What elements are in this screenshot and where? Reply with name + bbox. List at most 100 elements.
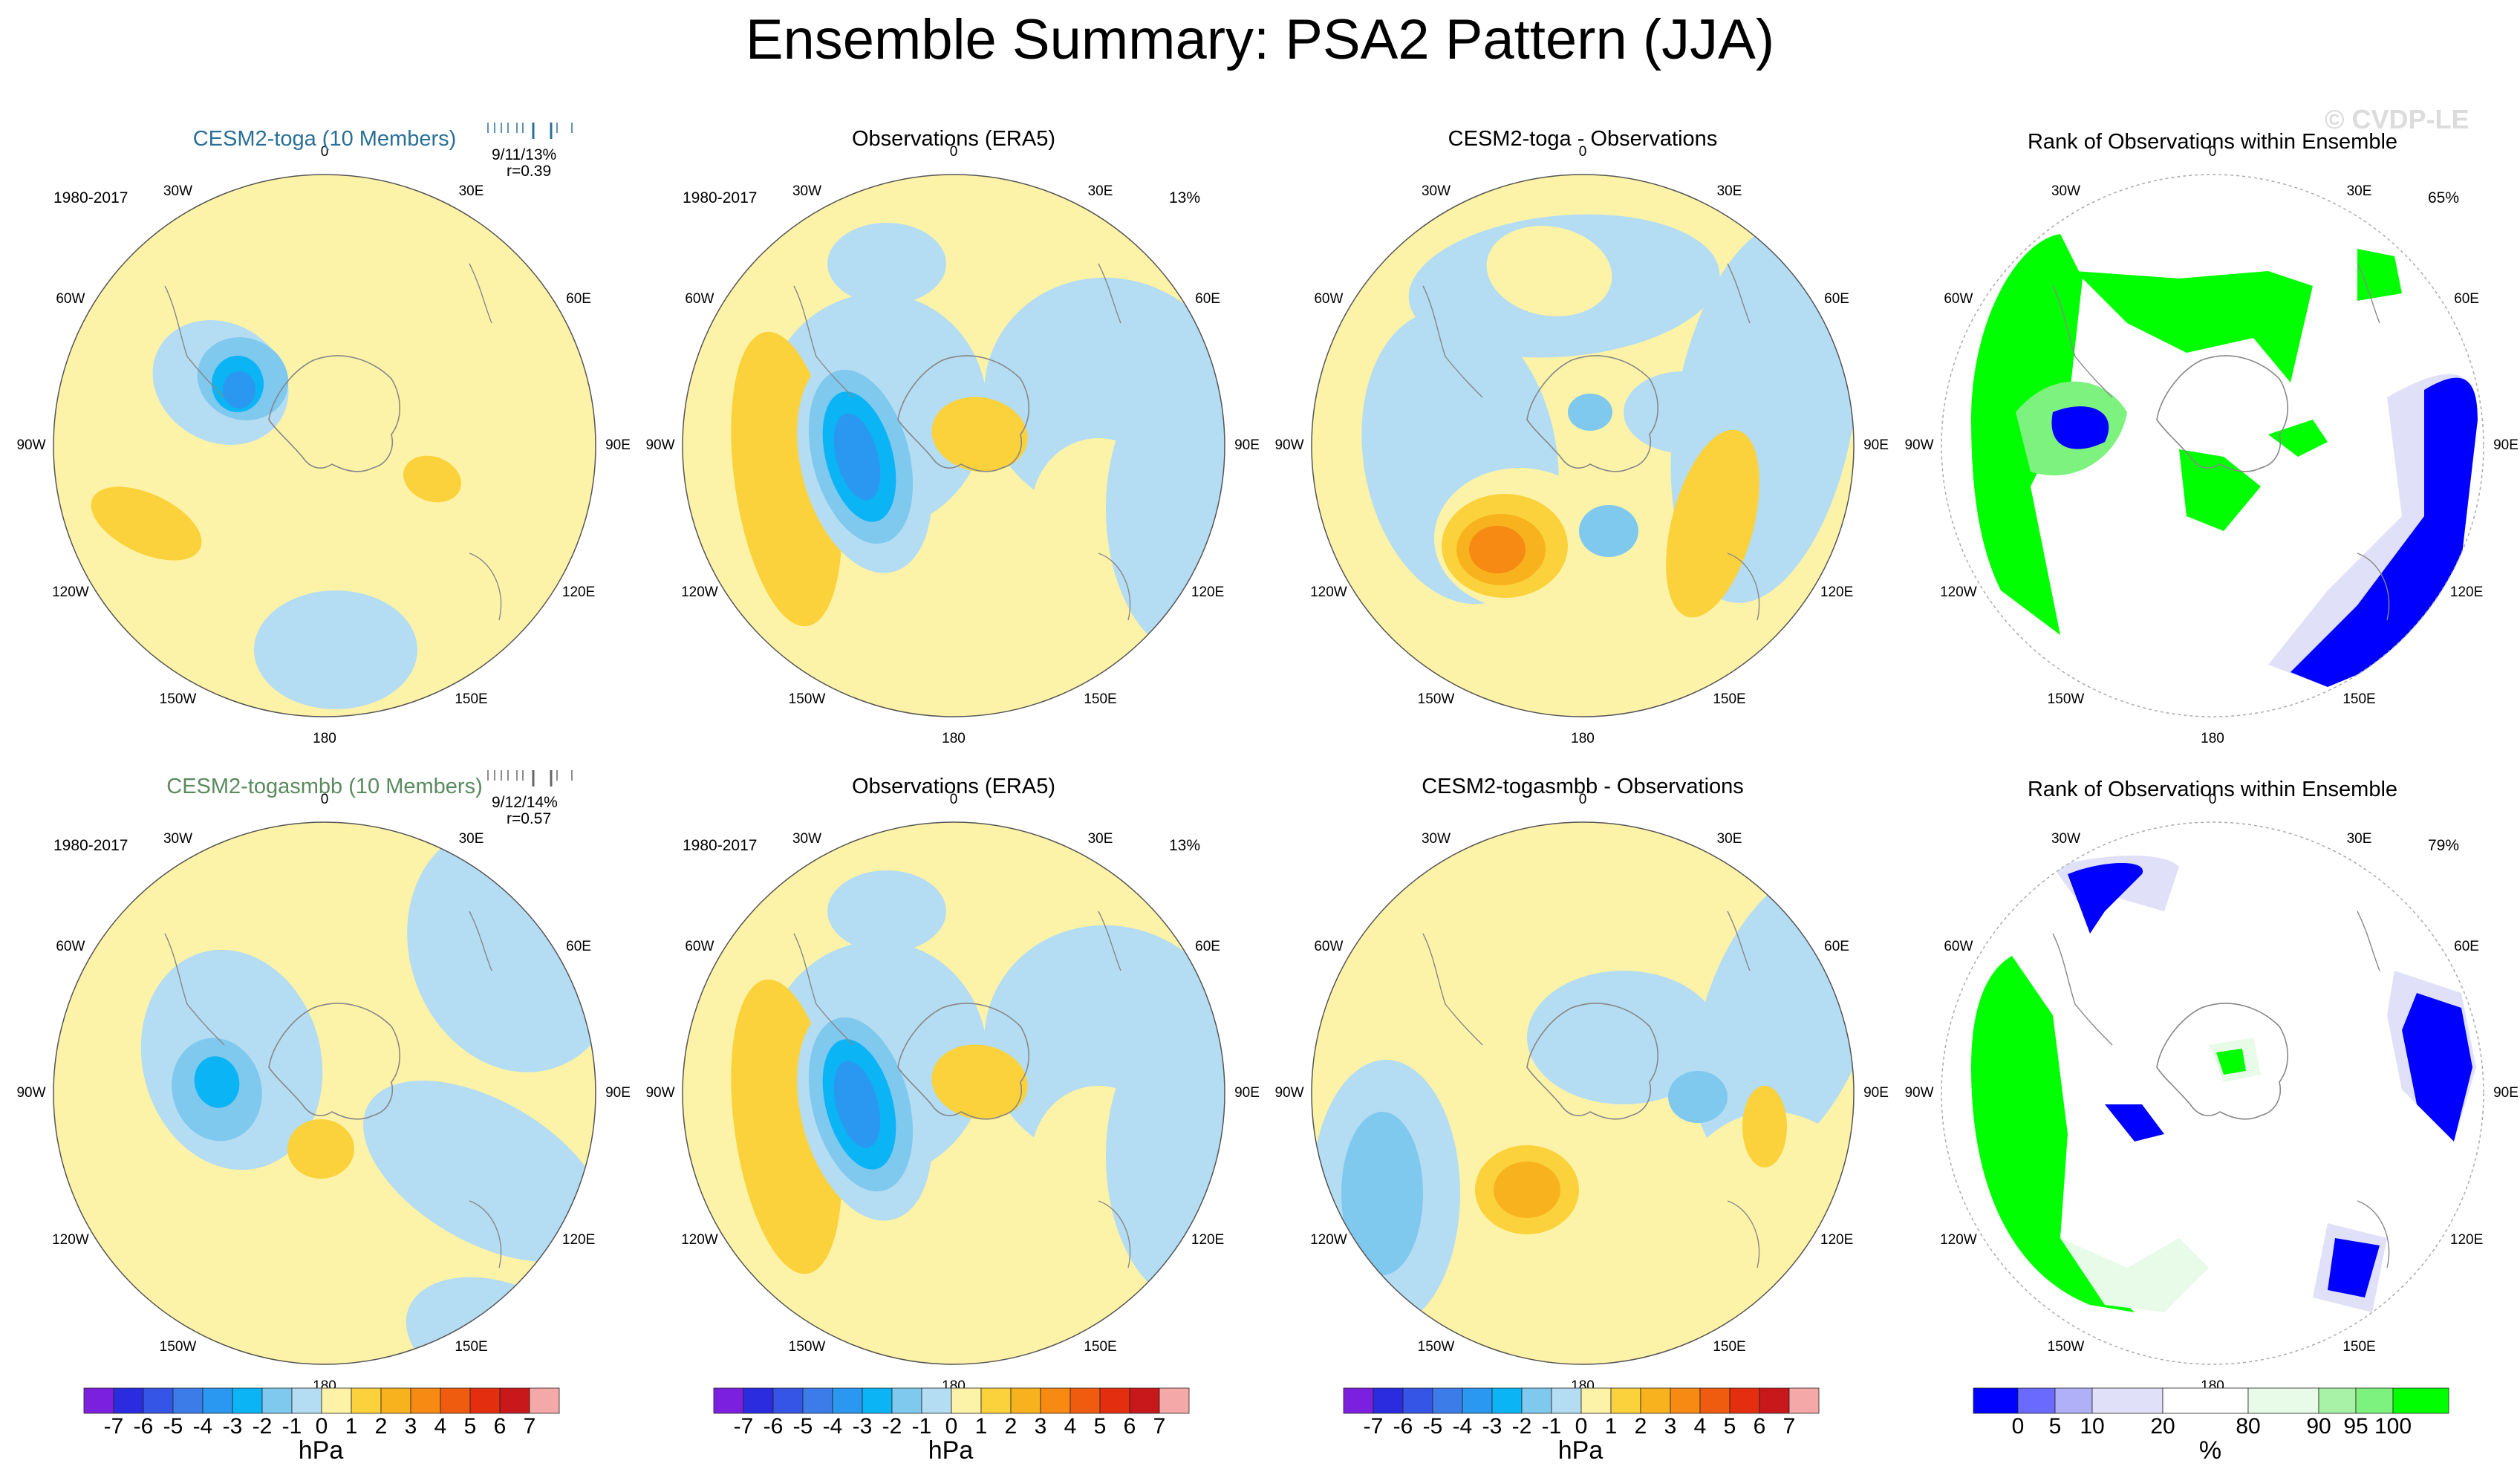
cb-tick-0: 0	[1575, 1414, 1588, 1439]
cb-tick-4: 4	[434, 1414, 447, 1439]
spread-ticks-row2	[487, 770, 573, 787]
colorbar-swatch	[1402, 1387, 1433, 1414]
diff-map-row1	[1311, 174, 1855, 717]
lon-label-120E: 120E	[561, 584, 596, 600]
lon-label-120W: 120W	[1310, 584, 1347, 600]
colorbar-swatch	[380, 1387, 411, 1414]
lon-label-150W: 150W	[2047, 691, 2085, 708]
colorbar-swatch	[1551, 1387, 1582, 1414]
lon-label-90E: 90E	[1234, 437, 1260, 453]
colorbar-swatch	[1788, 1387, 1820, 1414]
colorbar-swatch	[1462, 1387, 1493, 1414]
lon-label-30E: 30E	[458, 830, 484, 847]
diff-title-row1: CESM2-toga - Observations	[1448, 127, 1718, 151]
spread-ticks-row1	[487, 123, 573, 139]
cb-tick--2: -2	[252, 1414, 273, 1439]
colorbar-swatch	[951, 1387, 982, 1414]
lon-label-30W: 30W	[163, 830, 193, 847]
lon-label-150W: 150W	[159, 691, 197, 708]
corr-row1: r=0.39	[507, 163, 552, 180]
rank-map-row1	[1941, 174, 2484, 717]
lon-label-30E: 30E	[2346, 183, 2372, 199]
lon-label-150E: 150E	[455, 691, 488, 708]
colorbar-swatch	[2054, 1387, 2093, 1414]
lon-label-60W: 60W	[685, 290, 714, 307]
colorbar-swatch	[891, 1387, 922, 1414]
lon-label-30E: 30E	[1087, 830, 1113, 847]
colorbar-swatch	[202, 1387, 233, 1414]
lon-label-90W: 90W	[645, 1085, 675, 1101]
colorbar-swatch	[1640, 1387, 1671, 1414]
colorbar-swatch	[351, 1387, 382, 1414]
obs-title-row1: Observations (ERA5)	[852, 127, 1055, 151]
lon-label-30W: 30W	[1421, 830, 1451, 847]
cb-tick--3: -3	[1482, 1414, 1502, 1439]
cb-tick-0: 0	[945, 1414, 958, 1439]
cb-tick--6: -6	[133, 1414, 154, 1439]
obs-title-row2: Observations (ERA5)	[852, 775, 1055, 798]
lon-label-90W: 90W	[1904, 437, 1934, 453]
lon-label-150W: 150W	[159, 1339, 197, 1355]
cb-tick--1: -1	[911, 1414, 932, 1439]
lon-label-60E: 60E	[2454, 938, 2479, 954]
lon-label-180: 180	[1571, 731, 1595, 746]
lon-label-0: 0	[2208, 144, 2217, 160]
lon-label-30W: 30W	[2051, 183, 2081, 199]
cb-tick--4: -4	[1452, 1414, 1473, 1439]
lon-label-120E: 120E	[561, 1231, 596, 1248]
lon-label-120E: 120E	[1820, 1231, 1854, 1248]
lon-label-60E: 60E	[1824, 290, 1849, 307]
lon-label-90W: 90W	[16, 1085, 46, 1101]
lon-label-60W: 60W	[1314, 290, 1344, 307]
cb-tick-2: 2	[374, 1414, 388, 1439]
lon-label-90W: 90W	[1274, 1085, 1304, 1101]
lon-label-0: 0	[949, 792, 958, 807]
rank-title-row1: Rank of Observations within Ensemble	[2027, 130, 2398, 154]
lon-label-30E: 30E	[1716, 183, 1742, 199]
cb-tick-4: 4	[1064, 1414, 1077, 1439]
lon-label-120W: 120W	[52, 584, 89, 600]
period-row2: 1980-2017	[53, 837, 128, 854]
rank-pct-row2: 79%	[2428, 837, 2460, 854]
lon-label-0: 0	[949, 144, 958, 160]
lon-label-150W: 150W	[2047, 1339, 2085, 1355]
cb-tick--1: -1	[1541, 1414, 1562, 1439]
lon-label-120W: 120W	[1940, 1231, 1977, 1248]
lon-label-90E: 90E	[1234, 1085, 1260, 1101]
cb-unit-rank: %	[2198, 1436, 2222, 1465]
lon-label-150W: 150W	[1417, 691, 1455, 708]
lon-label-0: 0	[320, 792, 329, 807]
page-title: Ensemble Summary: PSA2 Pattern (JJA)	[745, 8, 1775, 71]
colorbar-swatch	[743, 1387, 774, 1414]
colorbar-swatch	[232, 1387, 263, 1414]
model-title-row2: CESM2-togasmbb (10 Members)	[166, 775, 483, 798]
colorbar-swatch	[1099, 1387, 1130, 1414]
cb-unit-hpa-2: hPa	[928, 1436, 974, 1465]
cb-tick-3: 3	[1034, 1414, 1047, 1439]
colorbar-swatch	[291, 1387, 322, 1414]
lon-label-60E: 60E	[1195, 290, 1220, 307]
colorbar-hpa-2	[713, 1387, 1190, 1414]
lon-label-120E: 120E	[1191, 584, 1225, 600]
lon-label-90E: 90E	[2493, 437, 2519, 453]
cb-tick--7: -7	[733, 1414, 754, 1439]
period-row1: 1980-2017	[53, 189, 128, 206]
model-title-row1: CESM2-toga (10 Members)	[192, 127, 457, 151]
lon-label-120W: 120W	[52, 1231, 89, 1248]
colorbar-swatch	[802, 1387, 833, 1414]
rank-tick-80: 80	[2236, 1414, 2261, 1439]
lon-label-60E: 60E	[2454, 290, 2479, 307]
lon-label-150E: 150E	[455, 1339, 488, 1355]
lon-label-30W: 30W	[163, 183, 193, 199]
lon-label-30E: 30E	[1087, 183, 1113, 199]
colorbar-swatch	[1343, 1387, 1374, 1414]
cb-tick--7: -7	[103, 1414, 124, 1439]
lon-label-90W: 90W	[16, 437, 46, 453]
lon-label-60W: 60W	[56, 290, 85, 307]
cb-tick-6: 6	[1753, 1414, 1766, 1439]
colorbar-swatch	[1610, 1387, 1641, 1414]
colorbar-swatch	[921, 1387, 952, 1414]
lon-label-90W: 90W	[1274, 437, 1304, 453]
colorbar-swatch	[1491, 1387, 1523, 1414]
colorbar-swatch	[172, 1387, 204, 1414]
